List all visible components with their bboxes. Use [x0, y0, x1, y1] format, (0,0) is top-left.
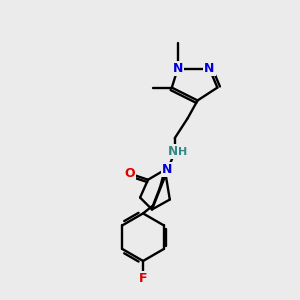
Text: N: N: [168, 146, 178, 158]
Text: H: H: [178, 147, 187, 157]
Text: N: N: [162, 163, 172, 176]
Text: F: F: [139, 272, 147, 285]
Text: N: N: [204, 62, 214, 75]
Text: O: O: [124, 167, 134, 180]
Text: N: N: [172, 62, 183, 75]
